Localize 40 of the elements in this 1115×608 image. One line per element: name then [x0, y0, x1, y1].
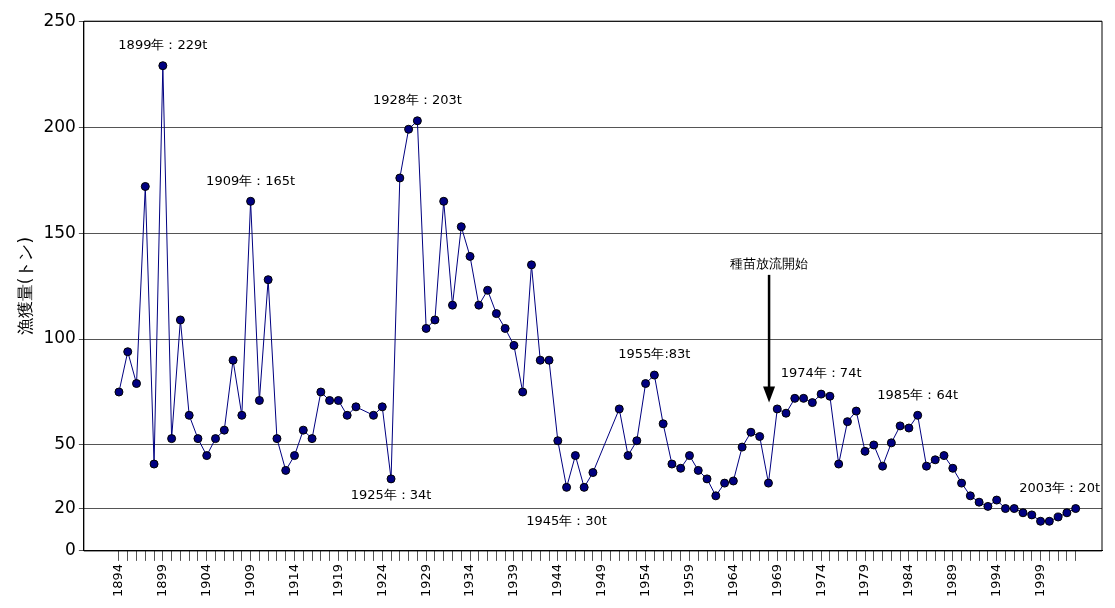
- annotation: 1899年：229t: [118, 37, 208, 53]
- x-tick-label: 1914: [285, 563, 301, 598]
- x-tick-label: 1989: [944, 563, 960, 598]
- y-tick-label: 200: [43, 115, 76, 136]
- x-tick-label: 1894: [110, 563, 126, 598]
- y-tick-label: 250: [43, 9, 76, 30]
- x-tick-label: 1969: [768, 563, 784, 598]
- y-tick-label: 100: [43, 327, 76, 348]
- y-axis-title: 漁獲量(トン): [14, 236, 35, 336]
- x-tick-label: 1934: [461, 563, 477, 598]
- annotation: 1955年:83t: [618, 346, 691, 362]
- x-tick-label: 1999: [1031, 563, 1047, 598]
- annotation: 種苗放流開始: [730, 256, 809, 272]
- annotation: 1974年：74t: [780, 365, 862, 381]
- x-tick-label: 1939: [505, 563, 521, 598]
- annotation: 2003年：20t: [1019, 479, 1101, 495]
- annotation: 1925年：34t: [350, 487, 432, 503]
- y-tick-label: 50: [54, 433, 76, 454]
- x-tick-label: 1899: [154, 563, 170, 598]
- x-tick-label: 1979: [856, 563, 872, 598]
- x-tick-label: 1959: [680, 563, 696, 598]
- x-tick-label: 1954: [636, 563, 652, 598]
- annotation: 1909年：165t: [206, 172, 296, 188]
- x-tick-label: 1904: [198, 563, 214, 598]
- y-tick-label: 0: [65, 539, 76, 560]
- x-tick-label: 1909: [241, 563, 257, 598]
- annotation: 1985年：64t: [877, 386, 959, 402]
- x-tick-label: 1949: [593, 563, 609, 598]
- x-tick-label: 1984: [900, 563, 916, 598]
- annotation: 1928年：203t: [372, 92, 462, 108]
- x-tick-label: 1944: [549, 563, 565, 598]
- y-tick-label: 20: [54, 496, 76, 517]
- x-tick-label: 1919: [329, 563, 345, 598]
- y-tick-label: 150: [43, 221, 76, 242]
- x-tick-label: 1924: [373, 563, 389, 598]
- annotation: 1945年：30t: [526, 512, 607, 528]
- x-tick-label: 1994: [988, 563, 1004, 598]
- x-tick-label: 1964: [724, 563, 740, 598]
- x-tick-label: 1929: [417, 563, 433, 598]
- x-tick-label: 1974: [812, 563, 828, 598]
